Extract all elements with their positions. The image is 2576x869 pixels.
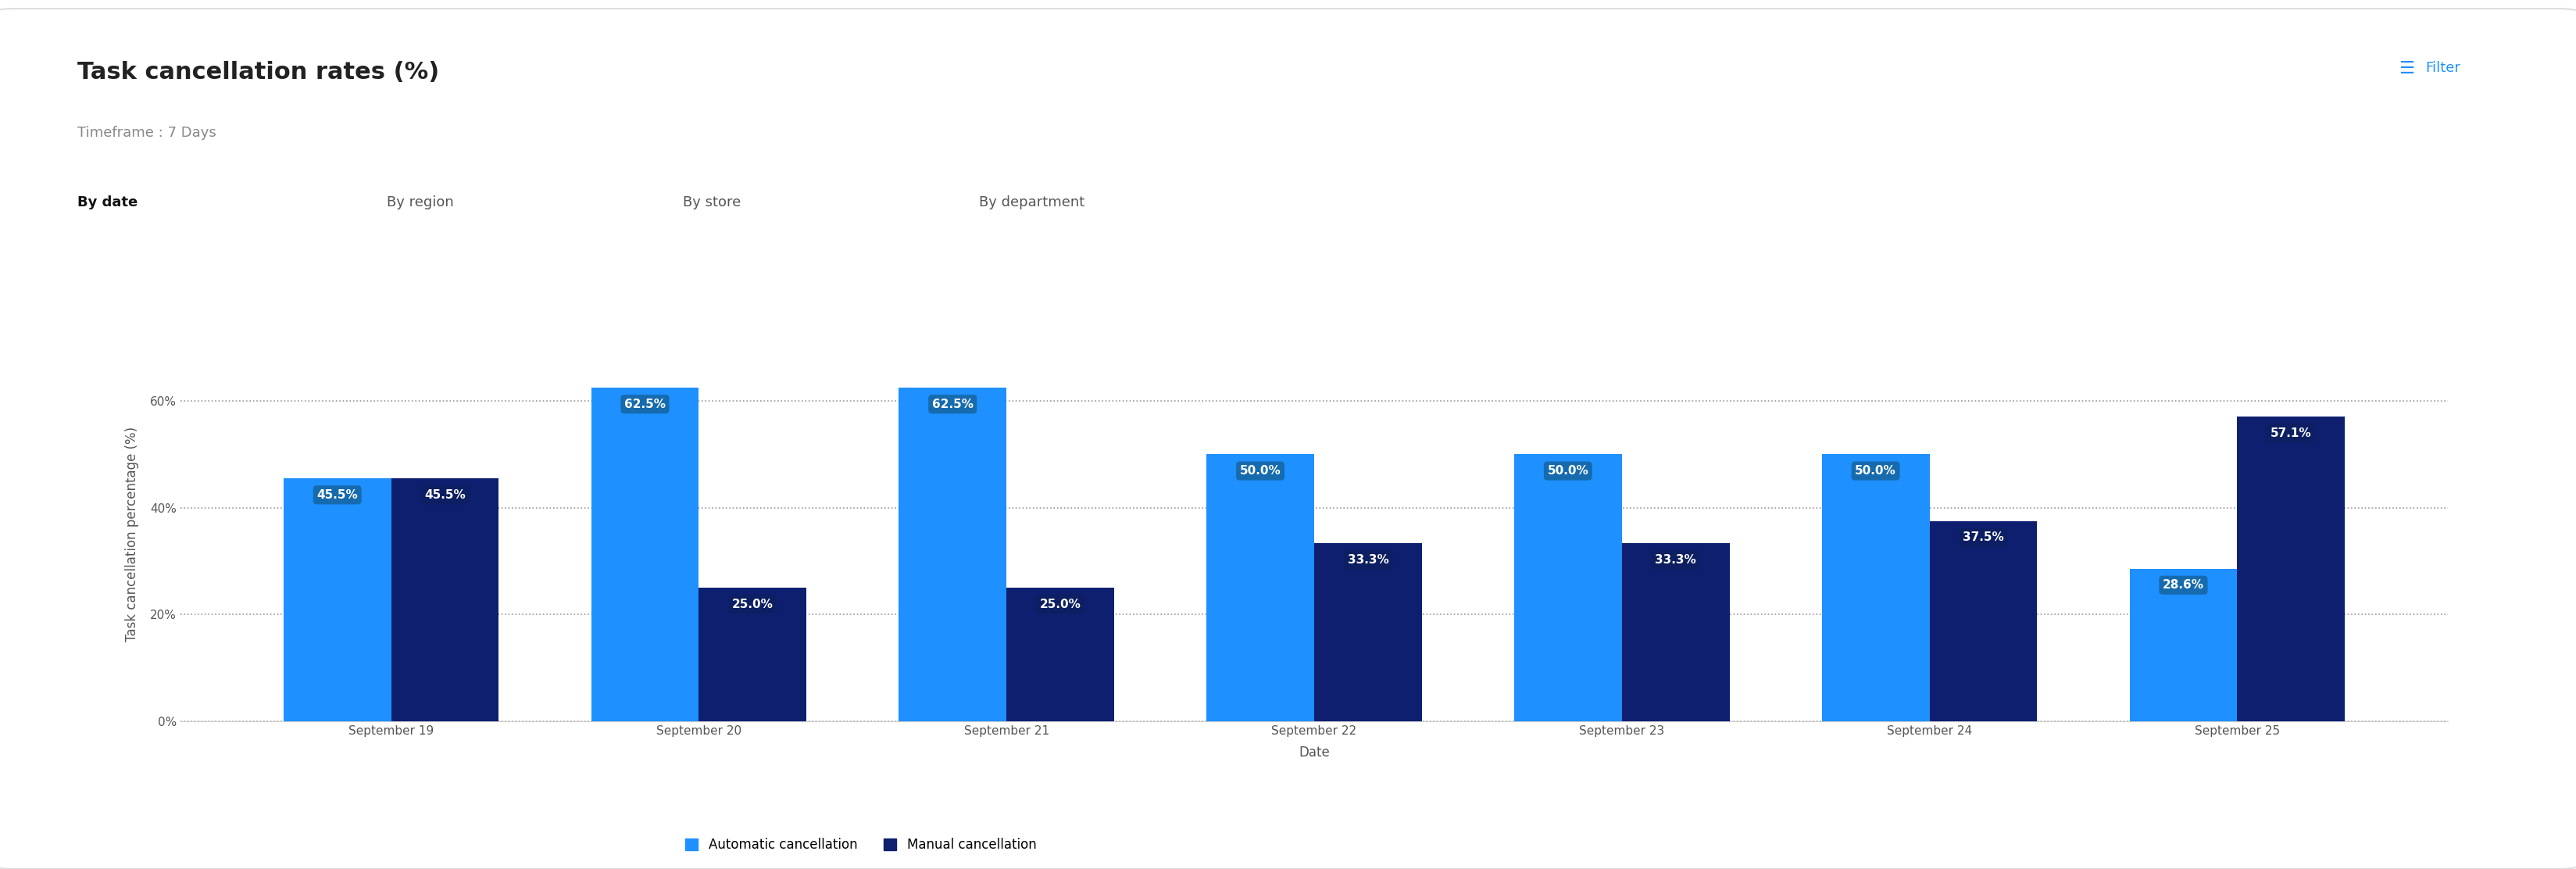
Text: 45.5%: 45.5% xyxy=(425,489,466,501)
Bar xyxy=(1515,454,1620,721)
Text: ☰: ☰ xyxy=(2398,61,2414,76)
Text: Timeframe : 7 Days: Timeframe : 7 Days xyxy=(77,126,216,140)
X-axis label: Date: Date xyxy=(1298,746,1329,760)
Text: By department: By department xyxy=(979,196,1084,209)
Text: 57.1%: 57.1% xyxy=(2269,428,2311,439)
Bar xyxy=(392,478,500,721)
Bar xyxy=(1206,454,1314,721)
Text: 45.5%: 45.5% xyxy=(317,489,358,501)
FancyBboxPatch shape xyxy=(0,9,2576,869)
Bar xyxy=(1007,587,1113,721)
Text: 25.0%: 25.0% xyxy=(1038,599,1082,610)
Legend: Automatic cancellation, Manual cancellation: Automatic cancellation, Manual cancellat… xyxy=(680,833,1041,857)
Text: 50.0%: 50.0% xyxy=(1548,465,1589,477)
Text: 25.0%: 25.0% xyxy=(732,599,773,610)
Bar xyxy=(1821,454,1929,721)
Bar xyxy=(698,587,806,721)
Bar xyxy=(899,388,1007,721)
Text: 33.3%: 33.3% xyxy=(1347,554,1388,566)
Text: By region: By region xyxy=(386,196,453,209)
Bar xyxy=(590,388,698,721)
Bar xyxy=(1929,521,2038,721)
Text: 28.6%: 28.6% xyxy=(2161,580,2202,591)
Bar xyxy=(1620,543,1728,721)
Bar xyxy=(2236,416,2344,721)
Y-axis label: Task cancellation percentage (%): Task cancellation percentage (%) xyxy=(126,427,139,642)
Text: 50.0%: 50.0% xyxy=(1855,465,1896,477)
Bar xyxy=(2128,568,2236,721)
Text: 37.5%: 37.5% xyxy=(1963,532,2004,543)
Text: By date: By date xyxy=(77,196,137,209)
Text: 62.5%: 62.5% xyxy=(933,398,974,410)
Text: 50.0%: 50.0% xyxy=(1239,465,1280,477)
Text: Filter: Filter xyxy=(2424,61,2460,75)
Text: 62.5%: 62.5% xyxy=(623,398,665,410)
Text: Task cancellation rates (%): Task cancellation rates (%) xyxy=(77,61,438,83)
Text: By store: By store xyxy=(683,196,742,209)
Bar xyxy=(1314,543,1422,721)
Bar xyxy=(283,478,392,721)
Text: 33.3%: 33.3% xyxy=(1654,554,1695,566)
